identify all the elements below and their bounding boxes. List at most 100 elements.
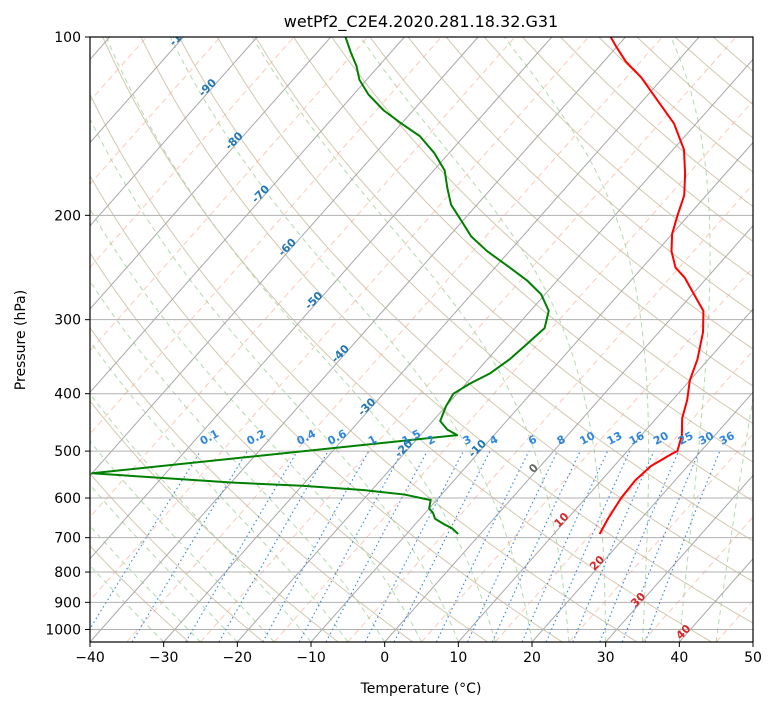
isotherm-line [310,141,753,642]
y-tick-label: 400 [54,387,81,403]
dry-adiabat-line [90,545,190,642]
y-tick-label: 100 [54,30,81,46]
moist-adiabat-line [90,440,275,642]
isotherm-line [90,37,626,642]
isotherm-line [90,37,553,560]
isotherm-dash-line [90,37,589,602]
moist-adiabat-line [90,484,238,642]
isotherm-line [90,37,479,477]
isotherm-dash-line [642,516,753,642]
isotherm-line [457,308,753,642]
moist-adiabat-line [251,37,570,642]
moist-adiabat-line [90,280,386,642]
moist-adiabat-line [90,564,165,642]
y-tick-label: 500 [54,444,81,460]
mixing-ratio-line [131,450,248,642]
isotherm-line [90,37,332,310]
isotherm-line [531,391,753,642]
dry-adiabat-line [407,37,753,350]
isotherm-dash-line [273,100,753,642]
sounding-series [90,37,705,535]
dry-adiabat-line [293,37,753,463]
dry-adiabat-line [178,37,753,583]
mixing-ratio-label: 30 [696,429,716,448]
dry-adiabat-line [90,174,563,642]
x-tick-label: −30 [149,650,179,666]
mixing-ratio-line [621,450,700,642]
isotherm-dash-line [421,266,753,642]
moist-adiabat-line [503,37,650,642]
mixing-ratio-line [435,450,530,642]
mixing-ratio-line [298,450,403,642]
mixing-ratio-line [90,450,201,630]
isotherm-dash-line [90,37,368,352]
y-tick-label: 900 [54,595,81,611]
isotherm-dash-line [90,37,295,269]
plot-frame [89,36,754,643]
mixing-ratio-line [467,450,558,642]
moist-adiabat-line [670,37,711,642]
dry-adiabat-line [90,400,339,642]
x-axis: −40 −30 −20 −10 0 10 20 30 40 50 [75,642,762,666]
isotherms [90,37,753,642]
isotherm-dash-line [568,433,753,642]
y-axis-label: Pressure (hPa) [13,290,29,390]
moist-adiabat-line [90,525,201,642]
mixing-ratio-label: 25 [676,429,696,448]
dry-adiabat-line [90,472,264,642]
x-tick-label: 50 [744,650,762,666]
moist-adiabat-line [169,37,533,642]
dewpoint-profile-line [90,37,550,535]
mixing-ratio-label: 36 [717,429,737,448]
dry-adiabat-line [140,37,753,624]
mixing-ratio-label: 20 [651,429,671,448]
isotherm-line [236,58,753,642]
dry-adiabat-line [254,37,753,502]
x-tick-label: 40 [670,650,688,666]
isotherm-dash-line [90,37,516,518]
isotherm-line [605,474,753,642]
y-tick-label: 700 [54,531,81,547]
y-tick-label: 600 [54,491,81,507]
isotherm-dash-line [90,37,442,435]
isotherm-dash-line [126,37,663,642]
mixing-ratio-label: 13 [605,429,625,448]
isotherm-line [90,37,184,144]
x-tick-label: −20 [223,650,253,666]
y-tick-label: 300 [54,313,81,329]
x-tick-label: 10 [449,650,467,666]
mixing-ratio-line [644,450,721,642]
chart-title: wetPf2_C2E4.2020.281.18.32.G31 [284,12,558,32]
y-tick-label: 800 [54,565,81,581]
isotherm-line [163,37,700,642]
mixing-ratio-label: 10 [578,429,598,448]
y-axis: 100 200 300 400 500 600 700 800 900 1000 [45,30,90,638]
x-tick-label: 20 [523,650,541,666]
x-tick-label: 0 [380,650,389,666]
isotherm-line [384,225,753,642]
moist-adiabat-line [90,117,459,642]
mixing-ratio-line [185,450,298,642]
y-tick-label: 1000 [45,622,81,638]
dry-adiabat-line [331,37,753,425]
dry-adiabat-line [102,37,712,642]
mixing-ratio-label: 16 [627,429,647,448]
x-tick-label: 30 [597,650,615,666]
x-tick-label: −10 [296,650,326,666]
isotherm-dash-line [200,37,737,642]
moist-adiabat-line [359,37,607,642]
dry-adiabat-line [445,37,753,314]
dry-adiabat-line [90,93,638,642]
isotherm-line [90,37,405,394]
isotherm-dash-line [494,349,753,642]
isotherm-dash-line [90,37,221,185]
isotherm-line [90,37,258,227]
dry-adiabat-line [369,37,753,387]
isotherm-dash-line [347,183,753,642]
y-tick-label: 200 [54,208,81,224]
mixing-ratio-line [491,450,581,642]
x-axis-label: Temperature (°C) [360,681,482,697]
dry-adiabat-line [90,252,488,642]
